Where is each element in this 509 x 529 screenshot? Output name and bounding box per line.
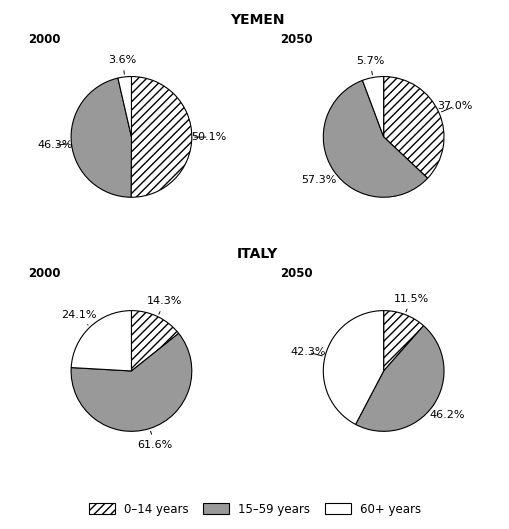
Text: 2050: 2050	[279, 267, 312, 280]
Wedge shape	[71, 333, 191, 431]
Wedge shape	[71, 78, 131, 197]
Text: 2050: 2050	[279, 33, 312, 46]
Legend: 0–14 years, 15–59 years, 60+ years: 0–14 years, 15–59 years, 60+ years	[84, 498, 425, 521]
Text: 61.6%: 61.6%	[137, 431, 172, 450]
Wedge shape	[362, 77, 383, 137]
Text: 46.3%: 46.3%	[37, 140, 72, 150]
Text: 3.6%: 3.6%	[108, 55, 136, 74]
Text: 57.3%: 57.3%	[301, 170, 336, 185]
Wedge shape	[71, 311, 131, 371]
Text: 46.2%: 46.2%	[429, 405, 464, 420]
Text: 2000: 2000	[27, 33, 60, 46]
Wedge shape	[383, 311, 423, 371]
Wedge shape	[118, 77, 131, 137]
Wedge shape	[383, 77, 443, 178]
Wedge shape	[323, 80, 427, 197]
Text: 11.5%: 11.5%	[392, 294, 428, 312]
Text: 2000: 2000	[27, 267, 60, 280]
Wedge shape	[323, 311, 383, 424]
Text: 5.7%: 5.7%	[355, 56, 383, 75]
Text: YEMEN: YEMEN	[230, 13, 284, 27]
Text: ITALY: ITALY	[237, 247, 277, 261]
Text: 42.3%: 42.3%	[290, 348, 326, 358]
Text: 14.3%: 14.3%	[147, 296, 182, 314]
Wedge shape	[355, 326, 443, 431]
Wedge shape	[131, 311, 178, 371]
Text: 50.1%: 50.1%	[191, 132, 226, 142]
Text: 37.0%: 37.0%	[436, 101, 471, 112]
Wedge shape	[131, 77, 191, 197]
Text: 24.1%: 24.1%	[61, 310, 96, 325]
